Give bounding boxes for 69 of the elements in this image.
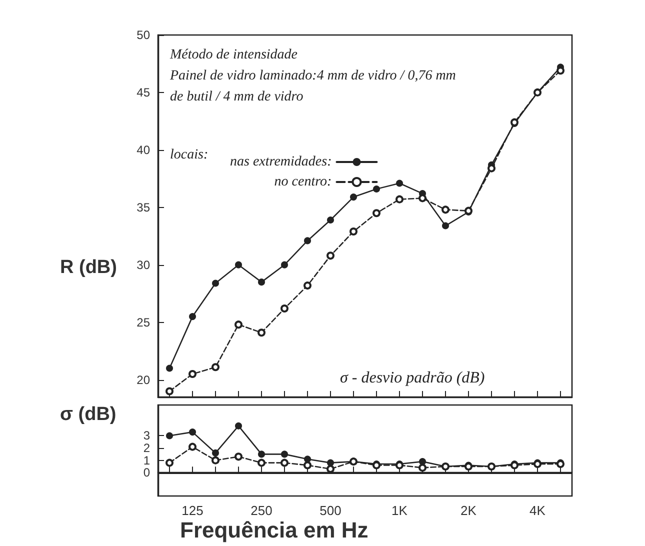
x-tick-label: 500 xyxy=(320,503,342,518)
annotation: Painel de vidro laminado:4 mm de vidro / 0,76 mm xyxy=(169,68,456,84)
point xyxy=(350,194,357,201)
point xyxy=(280,304,288,313)
point xyxy=(326,252,334,260)
point xyxy=(350,228,358,236)
y-tick-label: 1 xyxy=(143,453,150,468)
point xyxy=(166,458,174,467)
point xyxy=(258,328,266,337)
point xyxy=(396,195,404,204)
point xyxy=(212,280,219,287)
y-tick-label: 45 xyxy=(136,85,150,100)
legend-label: nas extremidades: xyxy=(230,154,332,170)
point xyxy=(419,458,426,466)
point xyxy=(212,363,220,372)
x-tick-label: 250 xyxy=(250,503,272,518)
point xyxy=(188,442,196,451)
y-axis-title: σ (dB) xyxy=(60,404,116,425)
legend-label: no centro: xyxy=(274,174,332,190)
point xyxy=(189,428,196,436)
y-axis-title: R (dB) xyxy=(60,257,117,278)
y-tick-label: 40 xyxy=(136,142,150,157)
point xyxy=(442,206,450,214)
point xyxy=(281,450,288,458)
y-tick-label: 25 xyxy=(136,315,150,330)
point xyxy=(258,450,265,458)
point xyxy=(280,458,288,467)
point xyxy=(327,459,334,466)
point xyxy=(166,387,174,396)
point xyxy=(304,461,312,470)
point xyxy=(327,216,334,224)
y-tick-label: 50 xyxy=(136,28,150,42)
point xyxy=(281,261,288,268)
point xyxy=(212,449,219,456)
x-tick-label: 4K xyxy=(530,503,546,518)
legend-title: locais: xyxy=(170,148,208,162)
point xyxy=(166,364,173,372)
point xyxy=(258,278,265,286)
y-tick-label: 3 xyxy=(143,428,150,443)
x-tick-label: 125 xyxy=(182,503,204,518)
point xyxy=(304,456,311,463)
point xyxy=(166,432,173,440)
point xyxy=(304,237,311,244)
point xyxy=(418,464,426,472)
point xyxy=(442,222,449,230)
y-tick-label: 0 xyxy=(143,466,150,480)
point xyxy=(189,313,196,320)
point xyxy=(235,261,242,268)
point xyxy=(212,456,220,464)
point xyxy=(235,422,242,430)
x-axis-title: Frequência em Hz xyxy=(180,518,368,542)
annotation: de butil / 4 mm de vidro xyxy=(170,90,304,104)
y-tick-label: 20 xyxy=(136,372,150,387)
point xyxy=(234,452,242,461)
y-tick-label: 30 xyxy=(136,258,150,272)
point xyxy=(326,464,334,473)
annotation: Método de intensidade xyxy=(169,48,298,62)
y-tick-label: 35 xyxy=(136,200,150,214)
y-tick-label: 2 xyxy=(143,441,150,456)
x-tick-label: 1K xyxy=(392,503,408,518)
point xyxy=(258,458,266,467)
point xyxy=(372,209,380,218)
point xyxy=(304,282,312,290)
point xyxy=(188,370,196,378)
annotation: σ - desvio padrão (dB) xyxy=(340,370,485,386)
point xyxy=(234,320,242,329)
x-tick-label: 2K xyxy=(460,503,477,518)
point xyxy=(373,185,380,192)
point xyxy=(396,180,403,187)
